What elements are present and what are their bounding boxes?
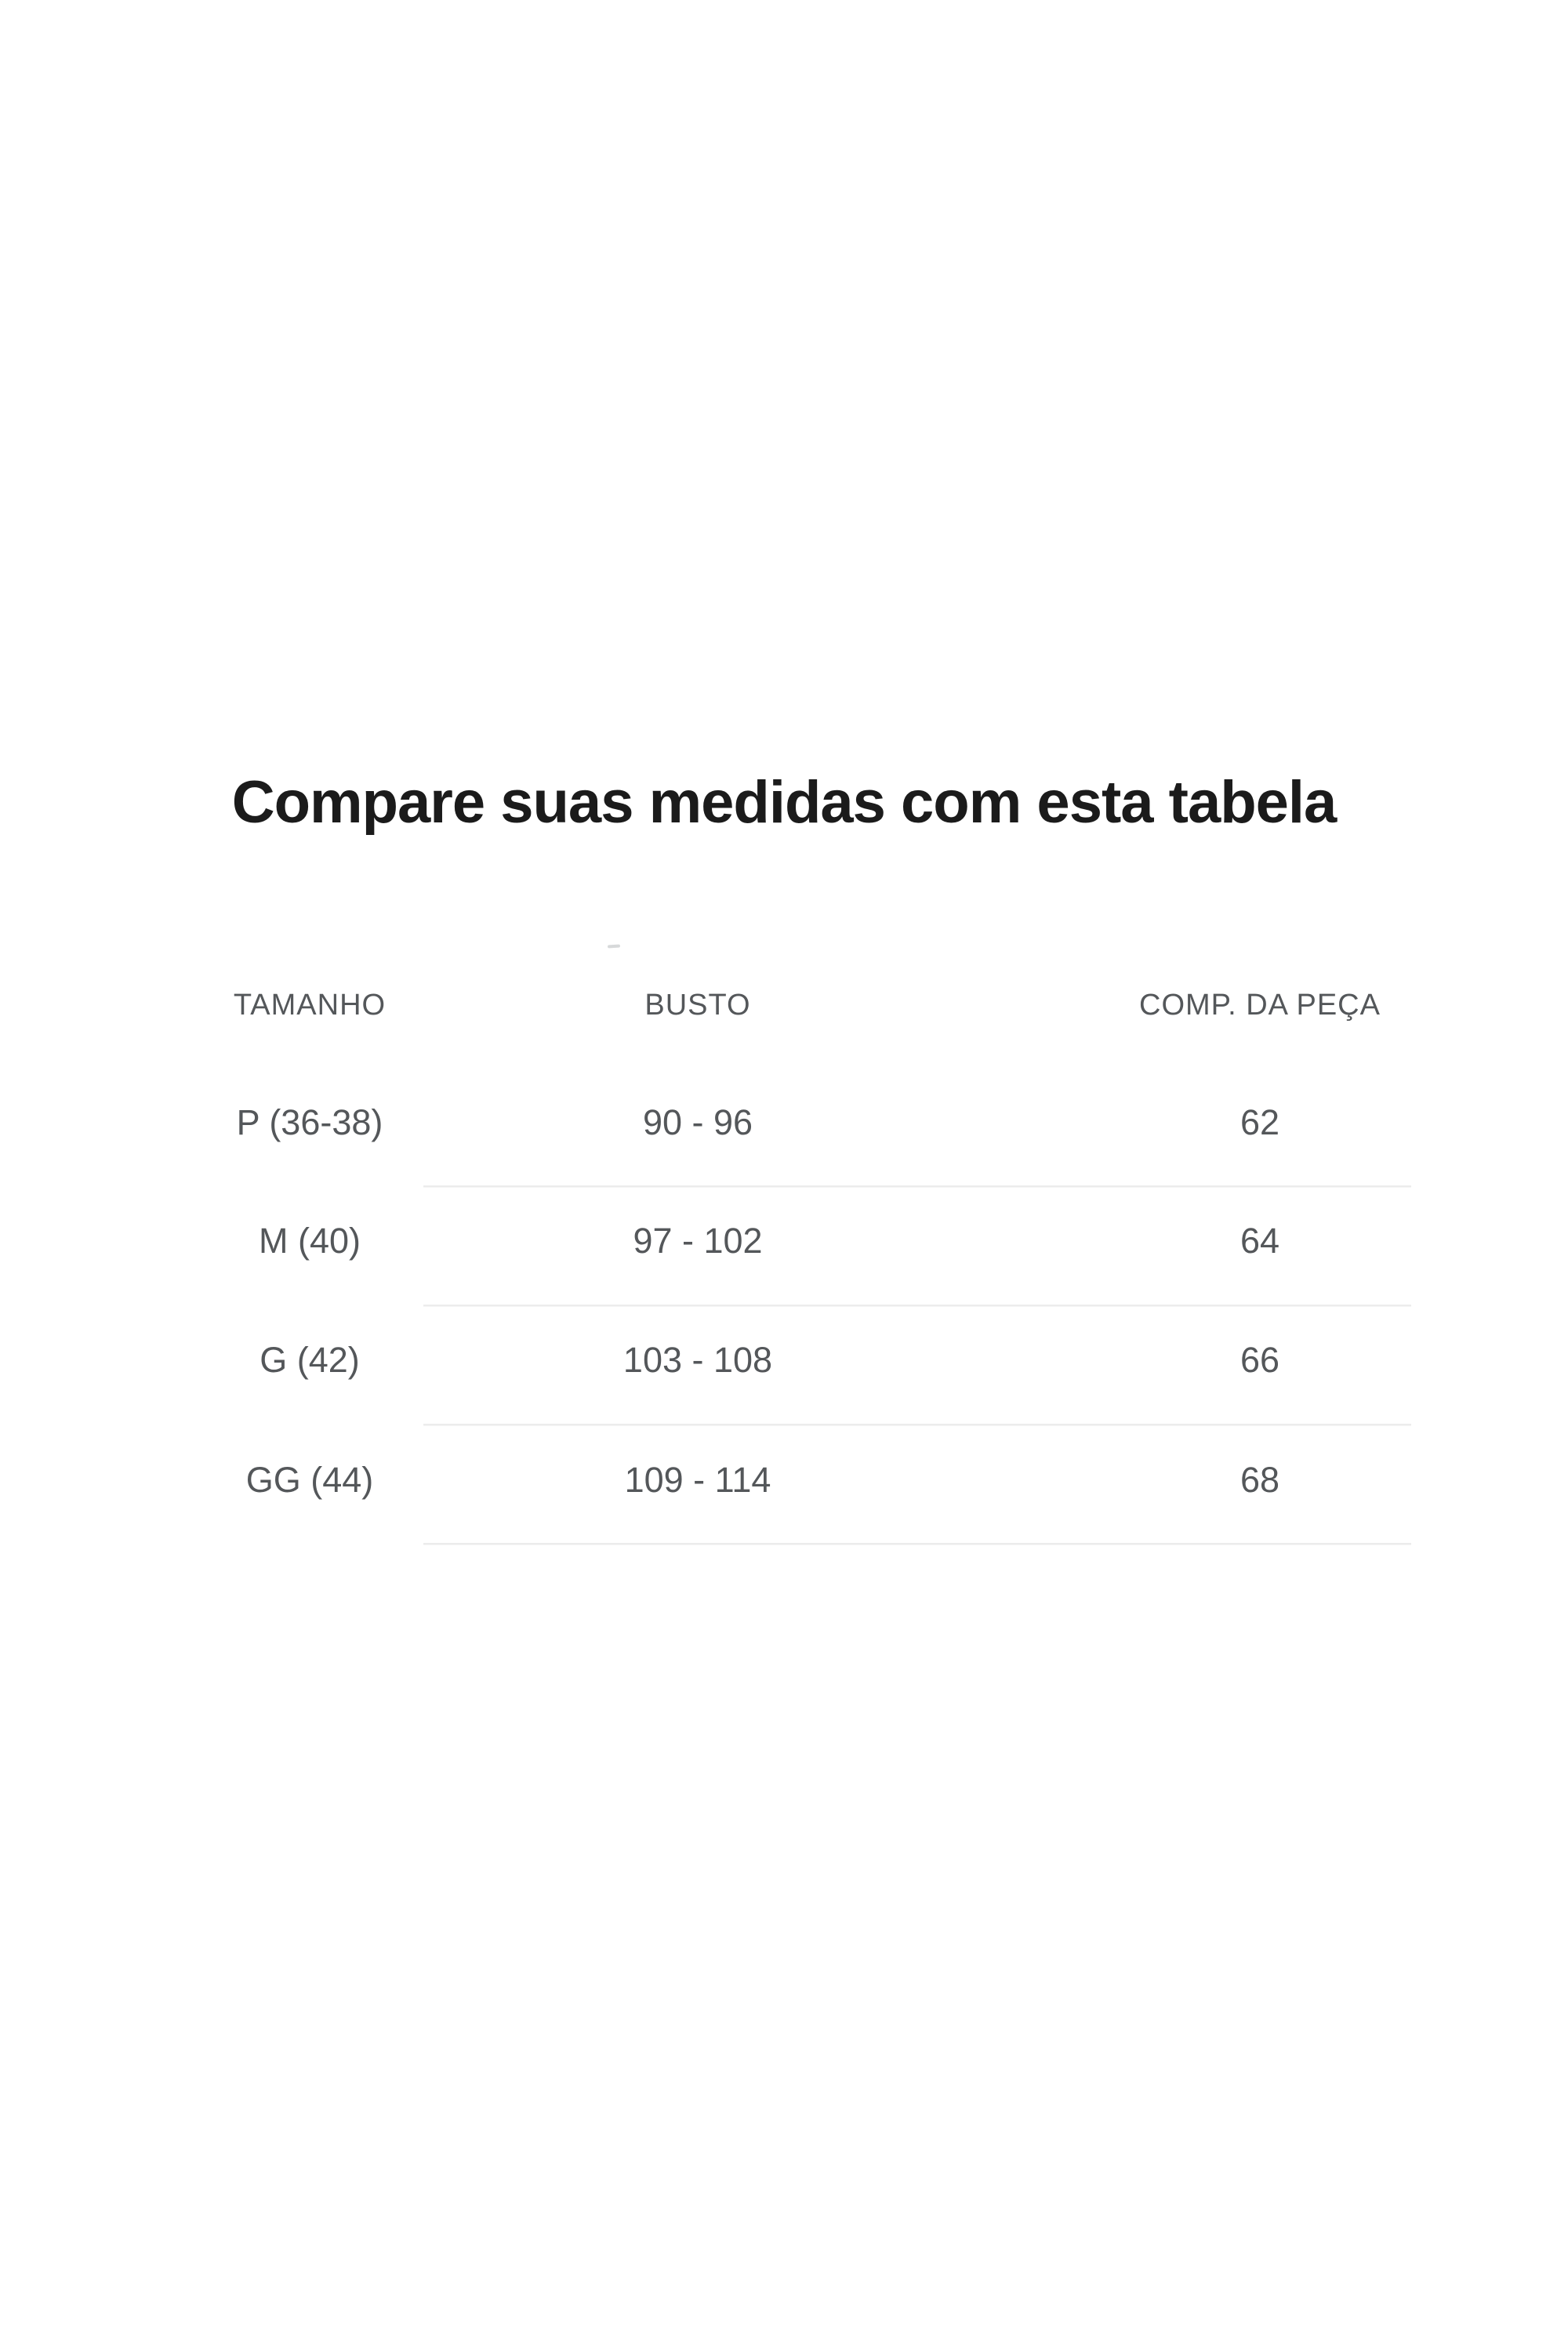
length-cell: 68 <box>1240 1460 1280 1500</box>
table-row: G (42) 103 - 108 66 <box>0 1337 1568 1384</box>
size-cell: G (42) <box>260 1340 360 1380</box>
length-cell: 62 <box>1240 1102 1280 1142</box>
size-cell: GG (44) <box>245 1460 374 1500</box>
length-cell: 66 <box>1240 1340 1280 1380</box>
bust-cell: 103 - 108 <box>622 1340 773 1380</box>
table-row: P (36-38) 90 - 96 62 <box>0 1099 1568 1146</box>
table-row: GG (44) 109 - 114 68 <box>0 1457 1568 1504</box>
row-divider <box>423 1424 1411 1426</box>
table-row: M (40) 97 - 102 64 <box>0 1218 1568 1265</box>
row-divider <box>423 1185 1411 1188</box>
column-header-comp-da-peca: COMP. DA PEÇA <box>1139 989 1381 1022</box>
page-title: Compare suas medidas com esta tabela <box>231 769 1338 836</box>
length-cell: 64 <box>1240 1221 1280 1261</box>
bust-cell: 97 - 102 <box>633 1221 763 1261</box>
row-divider <box>423 1305 1411 1307</box>
column-header-busto: BUSTO <box>644 989 751 1022</box>
table-header-row: TAMANHO BUSTO COMP. DA PEÇA <box>0 982 1568 1029</box>
row-divider <box>423 1543 1411 1545</box>
size-cell: P (36-38) <box>236 1102 383 1142</box>
bust-cell: 90 - 96 <box>642 1102 753 1142</box>
bust-cell: 109 - 114 <box>624 1460 771 1500</box>
column-header-tamanho: TAMANHO <box>233 989 387 1022</box>
size-cell: M (40) <box>258 1221 361 1261</box>
